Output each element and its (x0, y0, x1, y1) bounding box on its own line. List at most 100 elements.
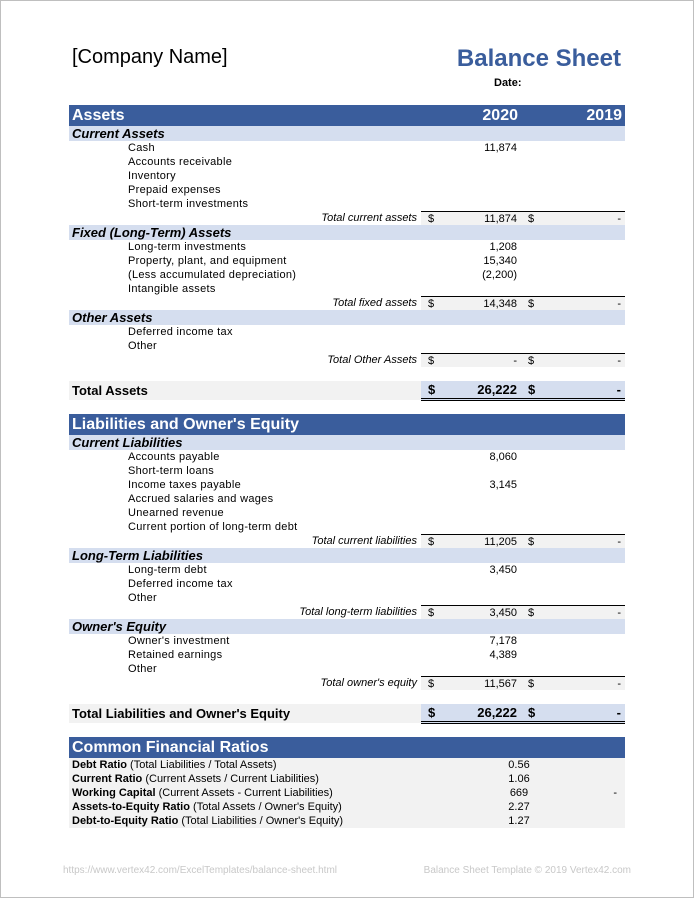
currency-symbol: $ (428, 381, 436, 397)
ratio-value-2020: 1.27 (508, 815, 530, 827)
line-item: Prepaid expenses (69, 183, 625, 197)
line-item-label[interactable]: Short-term investments (128, 198, 249, 210)
subtotal-label: Total fixed assets (332, 297, 417, 309)
spacer (69, 400, 625, 414)
line-item-label[interactable]: Current portion of long-term debt (128, 521, 298, 533)
section-title: Assets (72, 106, 125, 124)
line-item-label[interactable]: Prepaid expenses (128, 184, 221, 196)
line-item-label[interactable]: Intangible assets (128, 283, 216, 295)
value-2019[interactable]: - (617, 535, 621, 548)
line-item-label[interactable]: Accounts payable (128, 451, 220, 463)
line-item-label[interactable]: Other (128, 663, 158, 675)
spacer (69, 690, 625, 704)
value-2020[interactable]: 1,208 (489, 241, 517, 253)
value-2020[interactable]: 26,222 (477, 704, 517, 720)
line-item-label[interactable]: Other (128, 340, 158, 352)
section-title: Liabilities and Owner's Equity (72, 415, 299, 433)
value-2020[interactable]: 11,205 (484, 535, 517, 548)
ratio-row: Assets-to-Equity Ratio (Total Assets / O… (69, 800, 625, 814)
line-item-label[interactable]: Owner's investment (128, 635, 230, 647)
value-2019[interactable]: - (617, 606, 621, 619)
value-2020[interactable]: 11,567 (484, 677, 517, 690)
spacer (69, 367, 625, 381)
ratio-name: Debt-to-Equity Ratio (72, 815, 179, 827)
line-item-label[interactable]: Retained earnings (128, 649, 223, 661)
value-2019[interactable]: - (616, 704, 621, 720)
ratio-label: Debt-to-Equity Ratio (Total Liabilities … (69, 815, 489, 827)
line-item-label[interactable]: Long-term debt (128, 564, 207, 576)
section-header: Liabilities and Owner's Equity (69, 414, 625, 435)
line-item-label[interactable]: Cash (128, 142, 155, 154)
currency-symbol: $ (528, 704, 536, 720)
line-item-label[interactable]: Unearned revenue (128, 507, 224, 519)
subsection-title: Fixed (Long-Term) Assets (72, 225, 232, 240)
line-item: Deferred income tax (69, 325, 625, 339)
value-2020[interactable]: 14,348 (483, 297, 517, 310)
grand-total-label: Total Liabilities and Owner's Equity (72, 706, 291, 721)
line-item-label[interactable]: Deferred income tax (128, 326, 233, 338)
subtotal-label: Total current liabilities (311, 535, 417, 547)
value-2020[interactable]: 7,178 (489, 635, 517, 647)
line-item-label[interactable]: Property, plant, and equipment (128, 255, 287, 267)
line-item-label[interactable]: Short-term loans (128, 465, 215, 477)
line-item-label[interactable]: Long-term investments (128, 241, 247, 253)
ratio-description: (Total Liabilities / Total Assets) (127, 759, 277, 771)
subtotal-row: Total Other Assets $ - $ - (69, 353, 625, 367)
value-cells: $11,205 $ - (421, 534, 625, 548)
value-2020[interactable]: (2,200) (482, 269, 517, 281)
subtotal-label: Total Other Assets (327, 354, 417, 366)
value-2019[interactable]: - (616, 381, 621, 397)
line-item: Other (69, 662, 625, 676)
currency-symbol: $ (428, 704, 436, 720)
value-2020[interactable]: 11,874 (484, 212, 517, 225)
line-item: Accounts receivable (69, 155, 625, 169)
line-item: Deferred income tax (69, 577, 625, 591)
value-2019[interactable]: - (617, 297, 621, 310)
year-2019-header: 2019 (586, 106, 622, 124)
value-cells: $ - $ - (421, 353, 625, 367)
value-cells: $11,874 $ - (421, 211, 625, 225)
line-item-label[interactable]: Deferred income tax (128, 578, 233, 590)
subsection-title: Long-Term Liabilities (72, 548, 203, 563)
value-2019[interactable]: - (617, 212, 621, 225)
line-item: Income taxes payable 3,145 (69, 478, 625, 492)
line-item-label[interactable]: (Less accumulated depreciation) (128, 269, 297, 281)
ratio-label: Current Ratio (Current Assets / Current … (69, 773, 489, 785)
line-item: Unearned revenue (69, 506, 625, 520)
ratio-value-2020: 669 (509, 787, 529, 799)
line-item-label[interactable]: Accounts receivable (128, 156, 233, 168)
subsection-header: Fixed (Long-Term) Assets (69, 225, 625, 240)
line-item: Other (69, 591, 625, 605)
line-item: Long-term investments 1,208 (69, 240, 625, 254)
value-2020[interactable]: 11,874 (484, 142, 517, 154)
ratio-value-2020: 2.27 (508, 801, 530, 813)
value-2020[interactable]: 3,450 (489, 564, 517, 576)
line-item: (Less accumulated depreciation) (2,200) (69, 268, 625, 282)
line-item-label[interactable]: Income taxes payable (128, 479, 242, 491)
value-2020[interactable]: 4,389 (489, 649, 517, 661)
subsection-header: Other Assets (69, 310, 625, 325)
line-item: Property, plant, and equipment 15,340 (69, 254, 625, 268)
value-2020[interactable]: 15,340 (483, 255, 517, 267)
subsection-title: Owner's Equity (72, 619, 167, 634)
value-2020[interactable]: 26,222 (477, 381, 517, 397)
company-name[interactable]: [Company Name] (72, 46, 228, 68)
line-item-label[interactable]: Other (128, 592, 158, 604)
ratio-label: Working Capital (Current Assets - Curren… (69, 787, 489, 799)
value-2020[interactable]: 8,060 (489, 451, 517, 463)
value-cells: $11,567 $ - (421, 676, 625, 690)
value-2020[interactable]: 3,145 (489, 479, 517, 491)
line-item-label[interactable]: Inventory (128, 170, 176, 182)
footer-copyright: Balance Sheet Template © 2019 Vertex42.c… (423, 865, 631, 876)
value-cells: $26,222 $ - (421, 380, 625, 401)
line-item-label[interactable]: Accrued salaries and wages (128, 493, 274, 505)
value-2019[interactable]: - (617, 354, 621, 367)
value-2020[interactable]: - (513, 354, 517, 367)
value-2019[interactable]: - (617, 677, 621, 690)
line-item: Other (69, 339, 625, 353)
currency-symbol: $ (528, 381, 536, 397)
value-2020[interactable]: 3,450 (489, 606, 517, 619)
footer-url[interactable]: https://www.vertex42.com/ExcelTemplates/… (63, 865, 338, 876)
ratio-name: Current Ratio (72, 773, 143, 785)
value-cells: $3,450 $ - (421, 605, 625, 619)
